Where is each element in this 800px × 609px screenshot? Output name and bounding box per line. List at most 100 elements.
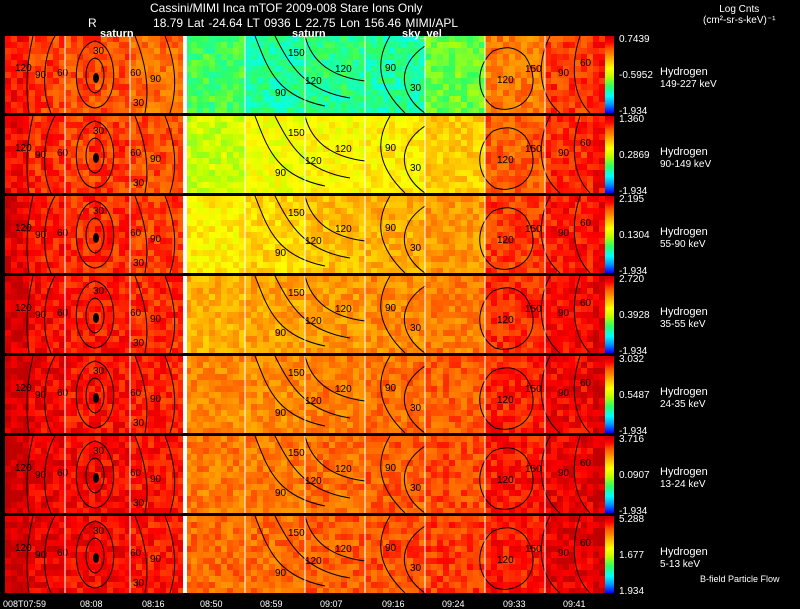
- heat-cell: [221, 188, 227, 193]
- heat-cell: [233, 196, 239, 202]
- heat-cell: [587, 42, 593, 48]
- heat-cell: [425, 134, 431, 140]
- heat-cell: [233, 262, 239, 268]
- heat-cell: [130, 36, 136, 42]
- heat-cell: [299, 288, 305, 294]
- heat-cell: [35, 78, 41, 84]
- heat-cell: [557, 140, 563, 146]
- heat-cell: [203, 90, 209, 96]
- heat-cell: [239, 336, 245, 342]
- heat-cell: [581, 268, 587, 273]
- heat-cell: [148, 54, 154, 60]
- heat-cell: [329, 348, 335, 353]
- heat-cell: [383, 66, 389, 72]
- heat-cell: [383, 288, 389, 294]
- heat-cell: [178, 244, 184, 250]
- heat-cell: [401, 152, 407, 158]
- heat-cell: [95, 96, 101, 102]
- heat-cell: [154, 324, 160, 330]
- heat-cell: [5, 282, 11, 288]
- heat-cell: [89, 226, 95, 232]
- heat-cell: [461, 96, 467, 102]
- heat-cell: [413, 54, 419, 60]
- heat-cell: [395, 122, 401, 128]
- heat-cell: [335, 170, 341, 176]
- heat-cell: [347, 262, 353, 268]
- contour-lines: [26, 36, 591, 113]
- heat-cell: [185, 318, 191, 324]
- heat-cell: [563, 196, 569, 202]
- heat-cell: [413, 300, 419, 306]
- heat-cell: [239, 66, 245, 72]
- heat-cell: [11, 122, 17, 128]
- contour-label: 120: [15, 143, 32, 154]
- heat-cell: [479, 78, 485, 84]
- heat-cell: [569, 78, 575, 84]
- heat-cell: [347, 244, 353, 250]
- heat-cell: [467, 140, 473, 146]
- heat-cell: [148, 42, 154, 48]
- heat-cell: [148, 220, 154, 226]
- heat-cell: [329, 164, 335, 170]
- heat-cell: [347, 214, 353, 220]
- heat-cell: [479, 54, 485, 60]
- heat-cell: [323, 318, 329, 324]
- heat-cell: [455, 108, 461, 113]
- heat-cell: [227, 42, 233, 48]
- heat-cell: [329, 54, 335, 60]
- heat-cell: [359, 220, 365, 226]
- heat-cell: [353, 324, 359, 330]
- heat-cell: [461, 54, 467, 60]
- heat-cell: [521, 54, 527, 60]
- heat-cell: [521, 116, 527, 122]
- heat-cell: [154, 128, 160, 134]
- heat-cell: [545, 128, 551, 134]
- heat-cell: [166, 60, 172, 66]
- heat-cell: [215, 226, 221, 232]
- heat-cell: [311, 202, 317, 208]
- heat-cell: [142, 48, 148, 54]
- heat-cell: [503, 128, 509, 134]
- heat-cell: [125, 244, 130, 250]
- heat-cell: [5, 36, 11, 42]
- heat-cell: [419, 196, 425, 202]
- heat-cell: [269, 108, 275, 113]
- heat-cell: [581, 202, 587, 208]
- heat-cell: [154, 48, 160, 54]
- heat-cell: [299, 250, 305, 256]
- heat-cell: [221, 288, 227, 294]
- heat-cell: [347, 276, 353, 282]
- heat-cell: [221, 282, 227, 288]
- heat-cell: [545, 122, 551, 128]
- heat-cell: [473, 102, 479, 108]
- heat-cell: [215, 102, 221, 108]
- heat-cell: [251, 262, 257, 268]
- heat-cell: [119, 238, 125, 244]
- heat-cell: [221, 78, 227, 84]
- heat-cell: [125, 48, 130, 54]
- heat-cell: [130, 158, 136, 164]
- heat-cell: [77, 140, 83, 146]
- heat-cell: [41, 294, 47, 300]
- heat-cell: [125, 226, 130, 232]
- heat-cell: [113, 42, 119, 48]
- heat-cell: [281, 108, 287, 113]
- heat-cell: [539, 122, 545, 128]
- heat-cell: [341, 220, 347, 226]
- heat-cell: [485, 262, 491, 268]
- heat-cell: [353, 244, 359, 250]
- heat-cell: [89, 140, 95, 146]
- heat-cell: [347, 84, 353, 90]
- heat-cell: [148, 170, 154, 176]
- heat-cell: [77, 66, 83, 72]
- heat-cell: [539, 42, 545, 48]
- contour-label: 60: [57, 148, 69, 159]
- heat-cell: [413, 214, 419, 220]
- heat-cell: [227, 152, 233, 158]
- heat-cell: [359, 170, 365, 176]
- heat-cell: [53, 140, 59, 146]
- heat-cell: [209, 42, 215, 48]
- heat-cell: [467, 84, 473, 90]
- heat-cell: [269, 318, 275, 324]
- heat-cell: [473, 214, 479, 220]
